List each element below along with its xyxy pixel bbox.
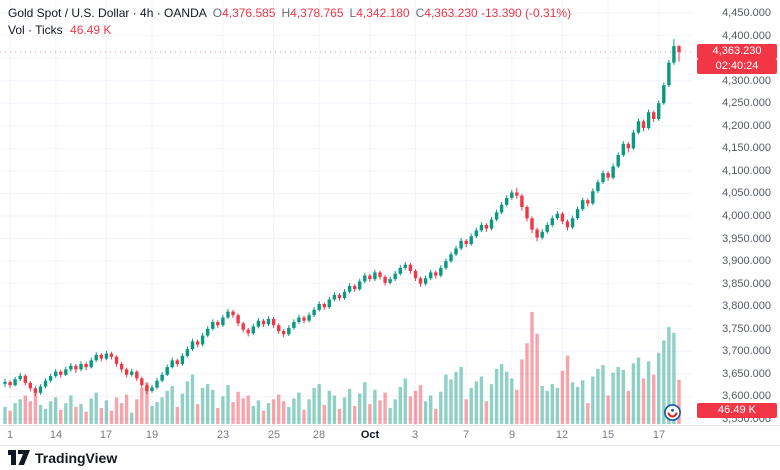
price-tick: 4,400.000 (722, 30, 771, 42)
time-tick: 28 (312, 429, 326, 441)
price-tick: 3,750.000 (722, 323, 771, 335)
legend-row-volume: Vol · Ticks 46.49 K (8, 22, 571, 38)
time-tick: 25 (267, 429, 281, 441)
price-tick: 4,150.000 (722, 142, 771, 154)
price-tick: 4,300.000 (722, 75, 771, 87)
time-tick: 17 (99, 429, 113, 441)
price-tick: 4,250.000 (722, 97, 771, 109)
symbol-title[interactable]: Gold Spot / U.S. Dollar · 4h · OANDA (8, 6, 207, 20)
price-tick: 3,700.000 (722, 345, 771, 357)
volume-value: 46.49 K (70, 23, 112, 37)
footer-bar: TradingView (0, 445, 780, 470)
price-tick: 3,800.000 (722, 300, 771, 312)
tradingview-wordmark[interactable]: TradingView (35, 449, 118, 466)
tradingview-logo-icon[interactable] (8, 450, 30, 465)
price-tick: 4,050.000 (722, 187, 771, 199)
price-tick: 3,600.000 (722, 390, 771, 402)
time-tick: 3 (411, 429, 419, 441)
price-tick: 4,000.000 (722, 210, 771, 222)
candlestick-plot[interactable] (0, 0, 692, 425)
price-tick: 3,850.000 (722, 278, 771, 290)
time-tick: 19 (145, 429, 159, 441)
time-tick: 1 (6, 429, 14, 441)
close-label: C (415, 6, 425, 20)
time-tick: 15 (601, 429, 615, 441)
last-price-badge: 4,363.230 (697, 44, 777, 59)
time-axis[interactable]: 1 14 17 19 23 25 28 Oct 3 7 9 12 15 17 (0, 425, 780, 446)
price-tick: 3,650.000 (722, 368, 771, 380)
time-tick: Oct (360, 429, 380, 441)
high-value: 4,378.765 (290, 6, 344, 20)
price-axis[interactable]: 4,363.230 02:40:24 46.49 K 4,450.000 4,40… (692, 0, 780, 425)
open-label: O (212, 6, 223, 20)
time-tick: 9 (508, 429, 516, 441)
open-value: 4,376.585 (222, 6, 276, 20)
price-tick: 3,900.000 (722, 255, 771, 267)
oanda-logo-icon (664, 404, 681, 421)
bar-countdown-badge: 02:40:24 (697, 59, 777, 74)
price-tick: 4,200.000 (722, 120, 771, 132)
volume-badge: 46.49 K (697, 403, 777, 418)
time-tick: 14 (49, 429, 63, 441)
time-tick: 17 (652, 429, 666, 441)
chart-legend: Gold Spot / U.S. Dollar · 4h · OANDA O4,3… (8, 5, 571, 38)
low-value: 4,342.180 (356, 6, 410, 20)
price-tick: 4,450.000 (722, 7, 771, 19)
high-label: H (281, 6, 291, 20)
price-chart[interactable] (0, 0, 693, 425)
low-label: L (349, 6, 357, 20)
time-tick: 12 (555, 429, 569, 441)
legend-row-symbol: Gold Spot / U.S. Dollar · 4h · OANDA O4,3… (8, 5, 571, 21)
time-tick: 7 (462, 429, 470, 441)
time-tick: 23 (216, 429, 230, 441)
volume-label: Vol · Ticks (8, 23, 63, 37)
price-tick: 4,100.000 (722, 165, 771, 177)
close-value: 4,363.230 (424, 6, 478, 20)
change-value: -13.390 (-0.31%) (481, 6, 572, 20)
price-tick: 3,950.000 (722, 233, 771, 245)
